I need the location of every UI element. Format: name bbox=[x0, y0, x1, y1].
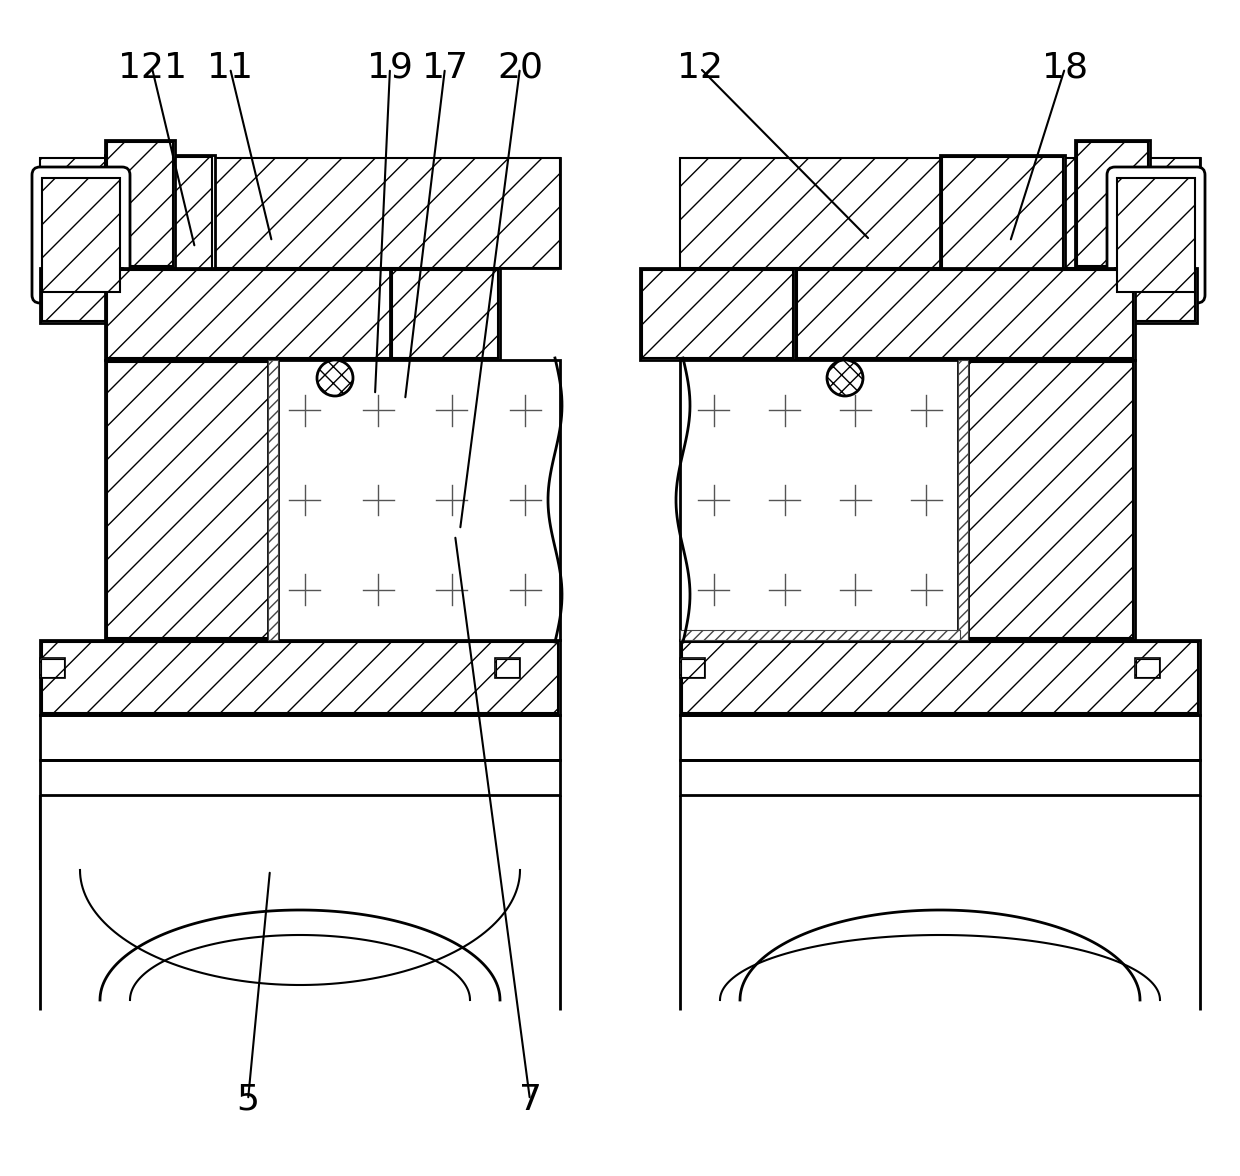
Bar bbox=[40, 158, 560, 268]
Bar bbox=[797, 270, 1133, 358]
Bar bbox=[680, 158, 1200, 268]
Bar bbox=[42, 178, 120, 292]
Bar bbox=[1078, 142, 1148, 266]
Bar bbox=[642, 270, 794, 358]
Bar bbox=[1135, 659, 1159, 679]
Bar bbox=[107, 270, 443, 358]
Text: 7: 7 bbox=[518, 1083, 542, 1117]
Bar bbox=[1075, 140, 1149, 268]
Bar bbox=[105, 140, 175, 268]
Bar bbox=[680, 640, 1200, 715]
Text: 19: 19 bbox=[367, 51, 413, 85]
Bar bbox=[797, 362, 1133, 639]
Bar bbox=[40, 760, 560, 795]
Bar bbox=[680, 630, 960, 640]
Bar bbox=[680, 760, 1200, 795]
Text: 20: 20 bbox=[497, 51, 543, 85]
Bar bbox=[1136, 659, 1159, 677]
Bar bbox=[42, 642, 558, 713]
Bar bbox=[105, 268, 445, 360]
Bar bbox=[40, 158, 560, 268]
Bar bbox=[268, 360, 278, 640]
Text: 5: 5 bbox=[237, 1083, 259, 1117]
FancyBboxPatch shape bbox=[1107, 167, 1205, 303]
Bar bbox=[680, 158, 1200, 268]
FancyBboxPatch shape bbox=[32, 167, 130, 303]
Bar bbox=[495, 659, 520, 679]
Bar bbox=[40, 659, 64, 679]
Bar bbox=[107, 142, 174, 266]
Text: 17: 17 bbox=[422, 51, 467, 85]
Bar bbox=[959, 360, 968, 640]
Bar bbox=[392, 270, 498, 358]
Bar bbox=[108, 158, 212, 273]
Circle shape bbox=[317, 360, 353, 396]
Bar bbox=[42, 270, 120, 321]
Bar bbox=[40, 715, 560, 760]
Bar bbox=[680, 715, 1200, 760]
Circle shape bbox=[827, 360, 863, 396]
Bar bbox=[795, 360, 1135, 640]
Bar bbox=[1117, 178, 1195, 292]
Text: 11: 11 bbox=[207, 51, 253, 85]
Bar bbox=[107, 362, 443, 639]
Bar bbox=[640, 268, 795, 360]
Bar bbox=[391, 268, 500, 360]
Bar bbox=[1117, 270, 1195, 321]
Text: 18: 18 bbox=[1042, 51, 1087, 85]
Bar bbox=[1115, 268, 1197, 323]
Bar bbox=[105, 360, 445, 640]
Bar bbox=[41, 659, 64, 677]
Bar bbox=[496, 659, 520, 677]
Bar bbox=[680, 659, 706, 679]
Text: 12: 12 bbox=[677, 51, 723, 85]
Bar bbox=[681, 659, 704, 677]
Bar bbox=[795, 268, 1135, 360]
Bar bbox=[40, 640, 560, 715]
Bar bbox=[105, 155, 215, 275]
Text: 121: 121 bbox=[118, 51, 186, 85]
Bar bbox=[270, 360, 560, 640]
Bar bbox=[940, 155, 1065, 275]
Bar bbox=[680, 360, 960, 640]
Bar bbox=[942, 158, 1063, 273]
Bar bbox=[682, 642, 1198, 713]
Bar bbox=[40, 268, 122, 323]
